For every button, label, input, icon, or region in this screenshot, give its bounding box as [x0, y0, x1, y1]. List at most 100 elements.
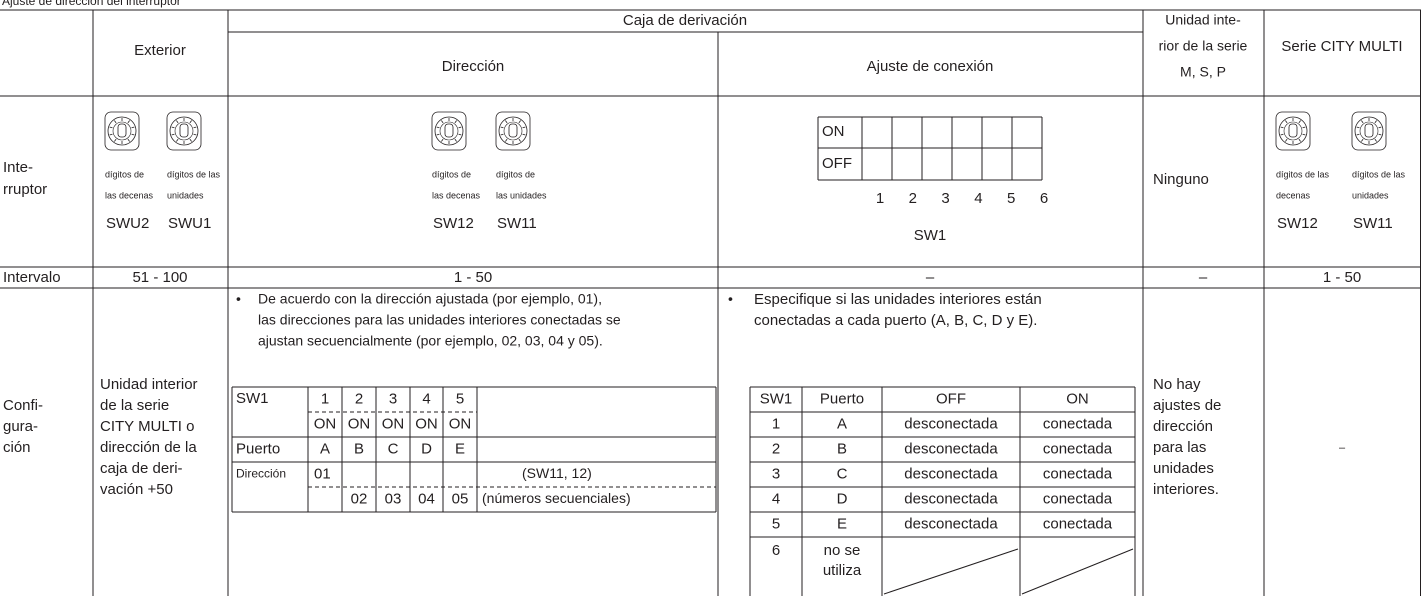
switch-name: SW12	[433, 215, 474, 232]
dip-position: 2	[909, 190, 917, 207]
dial-tick	[193, 133, 197, 136]
cell-text: No hay	[1153, 376, 1201, 393]
cell-text: (números secuenciales)	[482, 490, 631, 506]
dial-tick	[458, 126, 462, 129]
row-label: ción	[3, 439, 31, 456]
dial-knob	[444, 123, 454, 138]
dial-tick	[1285, 138, 1288, 142]
dial-ring	[498, 116, 528, 146]
dial-tick	[114, 120, 117, 124]
cell-text: (SW11, 12)	[522, 465, 592, 481]
dial-knob	[1364, 123, 1374, 138]
cell-text: C	[837, 465, 848, 482]
dial-knob	[1288, 123, 1298, 138]
dial-tick	[436, 133, 440, 136]
switch-name: SW1	[914, 227, 947, 244]
cell-text: –	[1199, 269, 1208, 286]
dial-tick	[500, 126, 504, 129]
dial-tick	[1361, 138, 1364, 142]
column-header: M, S, P	[1180, 64, 1226, 80]
cell-text: 04	[418, 490, 435, 507]
switch-name: SWU2	[106, 215, 149, 232]
dial-tick	[171, 126, 175, 129]
column-header: rior de la serie	[1159, 38, 1248, 54]
dial-ring	[1283, 121, 1303, 141]
cell-text: dirección	[1153, 418, 1213, 435]
dial-label: dígitos de	[496, 169, 535, 179]
dial-ring	[107, 116, 137, 146]
cell-text: A	[320, 440, 330, 457]
dial-tick	[1298, 120, 1301, 124]
cell-text: desconectada	[904, 465, 998, 482]
dip-state: OFF	[822, 155, 852, 172]
dial-tick	[441, 120, 444, 124]
dial-tick	[518, 138, 521, 142]
row-label: Intervalo	[3, 269, 61, 286]
cell-text: 01	[314, 465, 331, 482]
dial-label: dígitos de las	[167, 169, 221, 179]
cell-text: 4	[422, 390, 430, 407]
cell-text: OFF	[936, 390, 966, 407]
dial-body	[1275, 111, 1311, 151]
cell-text: E	[455, 440, 465, 457]
column-header: Caja de derivación	[623, 12, 747, 29]
cell-text: Dirección	[236, 467, 286, 481]
cell-text: Puerto	[236, 440, 280, 457]
cell-text: de la serie	[100, 397, 169, 414]
dial-knob	[508, 123, 518, 138]
dial-tick	[189, 120, 192, 124]
dial-tick	[436, 126, 440, 129]
row-label: Inte-	[3, 159, 33, 176]
cell-text: 1	[772, 415, 780, 432]
cell-text: C	[388, 440, 399, 457]
cell-text: conectadas a cada puerto (A, B, C, D y E…	[754, 312, 1037, 329]
dial-label: las unidades	[496, 190, 547, 200]
cell-text: ajustes de	[1153, 397, 1221, 414]
cell-text: 6	[772, 542, 780, 559]
cell-text: SW1	[236, 390, 269, 407]
switch-name: SW11	[497, 215, 537, 232]
dial-ring	[1359, 121, 1379, 141]
dial-tick	[131, 133, 135, 136]
cell-text: 05	[452, 490, 469, 507]
row-label: rruptor	[3, 181, 47, 198]
column-header: Unidad inte-	[1165, 12, 1241, 28]
dial-tick	[1374, 138, 1377, 142]
dial-tick	[176, 138, 179, 142]
row-label: gura-	[3, 418, 38, 435]
dial-tick	[441, 138, 444, 142]
dial-tick	[454, 138, 457, 142]
dial-tick	[1378, 126, 1382, 129]
cell-text: 3	[389, 390, 397, 407]
dial-label: unidades	[167, 190, 204, 200]
dial-tick	[127, 120, 130, 124]
dial-tick	[1280, 126, 1284, 129]
dial-tick	[176, 120, 179, 124]
cell-text: Puerto	[820, 390, 864, 407]
dial-tick	[1378, 133, 1382, 136]
cell-text: 5	[456, 390, 464, 407]
rule	[883, 548, 1019, 595]
dial-tick	[189, 138, 192, 142]
dial-tick	[1356, 133, 1360, 136]
dip-position: 4	[974, 190, 982, 207]
cell-text: las direcciones para las unidades interi…	[258, 312, 621, 328]
cell-text: D	[837, 490, 848, 507]
cell-text: conectada	[1043, 515, 1113, 532]
cell-text: Especifique si las unidades interiores e…	[754, 291, 1042, 308]
cell-text: utiliza	[823, 562, 862, 579]
dial-ring	[439, 121, 459, 141]
dial-tick	[193, 126, 197, 129]
cell-text: –	[1339, 442, 1346, 454]
cell-text: 1	[321, 390, 329, 407]
dial-tick	[1356, 126, 1360, 129]
dial-ring	[169, 116, 199, 146]
cell-text: ajustan secuencialmente (por ejemplo, 02…	[258, 333, 603, 349]
cell-text: unidades	[1153, 460, 1214, 477]
cell-text: caja de deri-	[100, 460, 183, 477]
cell-text: vación +50	[100, 481, 173, 498]
cell-text: 02	[351, 490, 368, 507]
bullet: •	[728, 291, 733, 307]
dial-tick	[171, 133, 175, 136]
